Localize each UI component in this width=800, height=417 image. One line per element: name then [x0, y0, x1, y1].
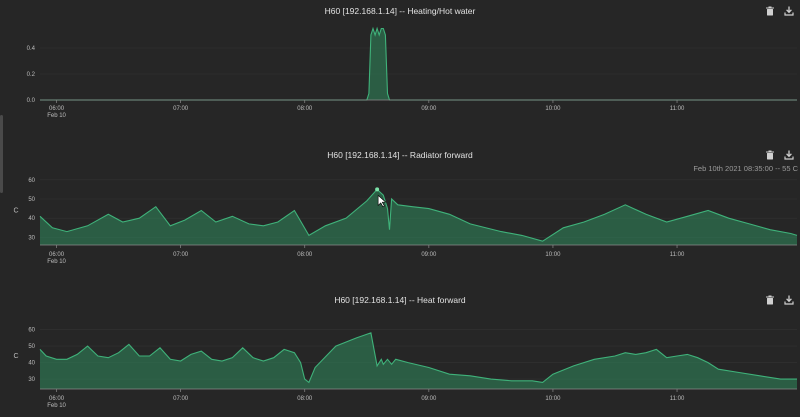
x-tick-label: 07:00: [173, 396, 189, 402]
trash-icon[interactable]: [765, 295, 775, 305]
panel-title: H60 [192.168.1.14] -- Heat forward: [334, 295, 466, 305]
y-tick-label: 50: [28, 344, 35, 350]
download-icon[interactable]: [784, 150, 794, 160]
trash-icon[interactable]: [765, 150, 775, 160]
x-tick-label: 10:00: [545, 252, 561, 258]
chart-panel-heating-hot-water: H60 [192.168.1.14] -- Heating/Hot water …: [0, 6, 800, 124]
x-tick-label: 11:00: [670, 252, 685, 258]
trash-icon[interactable]: [765, 6, 775, 16]
hover-readout: Feb 10th 2021 08:35:00 -- 55 C: [693, 164, 798, 173]
x-date-label: Feb 10: [47, 113, 66, 119]
x-tick-label: 09:00: [421, 106, 437, 112]
chart-radiator-forward[interactable]: 30 40 50 60 C 06:00 07:00 08:00 09:00 10:00 11:00 F…: [0, 150, 800, 268]
y-tick-label: 50: [28, 197, 35, 203]
y-tick-label: 60: [28, 178, 35, 184]
y-tick-label: 60: [28, 328, 35, 334]
mouse-cursor-icon: [377, 194, 387, 208]
x-tick-label: 11:00: [670, 396, 685, 402]
x-tick-label: 08:00: [297, 106, 313, 112]
chart-heat-forward[interactable]: 30 40 50 60 C 06:00 07:00 08:00 09:00 10:00 11:00 F…: [0, 295, 800, 417]
x-date-label: Feb 10: [47, 259, 66, 265]
series-line: [39, 188, 798, 242]
x-tick-label: 06:00: [49, 396, 65, 402]
y-tick-label: 40: [28, 361, 35, 367]
x-tick-label: 08:00: [297, 252, 313, 258]
chart-heating-hot-water[interactable]: 0.0 0.2 0.4 06:00 07:00 08:00 09:00 10:00 11:00 F…: [0, 6, 800, 124]
x-tick-label: 06:00: [49, 252, 65, 258]
chart-panel-radiator-forward: H60 [192.168.1.14] -- Radiator forward F…: [0, 150, 800, 268]
y-axis-title: C: [13, 353, 18, 360]
panel-title: H60 [192.168.1.14] -- Radiator forward: [327, 150, 473, 160]
x-tick-label: 10:00: [545, 396, 561, 402]
x-date-label: Feb 10: [47, 403, 66, 409]
y-tick-label: 30: [28, 377, 35, 383]
series-area: [40, 189, 797, 245]
panel-title: H60 [192.168.1.14] -- Heating/Hot water: [324, 6, 476, 16]
x-tick-label: 07:00: [173, 106, 189, 112]
y-tick-label: 0.2: [27, 72, 36, 78]
hover-point: [375, 187, 380, 192]
x-tick-label: 11:00: [670, 106, 685, 112]
series-area: [40, 28, 797, 100]
x-tick-label: 08:00: [297, 396, 313, 402]
chart-panel-heat-forward: H60 [192.168.1.14] -- Heat forward 30 40 5…: [0, 295, 800, 417]
series-line: [39, 332, 797, 384]
page-scrollbar[interactable]: [0, 115, 3, 193]
x-tick-label: 10:00: [545, 106, 561, 112]
x-tick-label: 09:00: [421, 252, 437, 258]
series-line: [40, 26, 797, 101]
y-axis-title: C: [13, 208, 18, 215]
x-tick-label: 06:00: [49, 106, 65, 112]
y-tick-label: 0.0: [27, 98, 36, 104]
download-icon[interactable]: [784, 295, 794, 305]
series-area: [40, 332, 797, 389]
x-tick-label: 09:00: [421, 396, 437, 402]
x-tick-label: 07:00: [173, 252, 189, 258]
y-tick-label: 30: [28, 235, 35, 241]
y-tick-label: 0.4: [27, 46, 36, 52]
y-tick-label: 40: [28, 216, 35, 222]
download-icon[interactable]: [784, 6, 794, 16]
